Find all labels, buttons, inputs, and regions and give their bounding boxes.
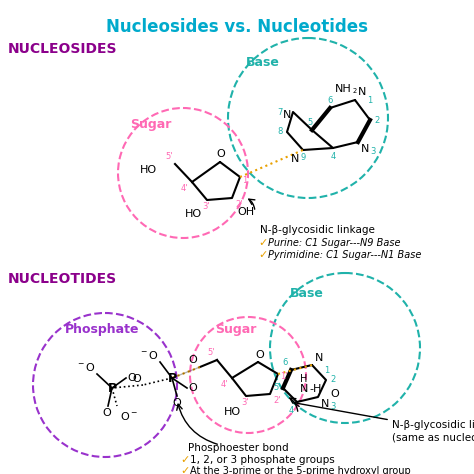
Text: 2: 2	[374, 116, 379, 125]
Text: (same as nucleosides): (same as nucleosides)	[392, 432, 474, 442]
Text: 9: 9	[301, 153, 306, 162]
Text: 7: 7	[278, 108, 283, 117]
Text: 1': 1'	[280, 372, 288, 381]
Text: $^-$O: $^-$O	[76, 361, 96, 373]
Text: -H: -H	[309, 384, 321, 394]
Text: N: N	[361, 144, 369, 154]
Text: O: O	[103, 408, 111, 418]
Text: Purine: C1 Sugar---N9 Base: Purine: C1 Sugar---N9 Base	[268, 238, 401, 248]
Text: N: N	[358, 87, 366, 97]
Text: O: O	[330, 389, 339, 399]
Text: 1': 1'	[242, 176, 249, 185]
Text: O: O	[173, 398, 182, 408]
Text: Nucleosides vs. Nucleotides: Nucleosides vs. Nucleotides	[106, 18, 368, 36]
Text: HO: HO	[224, 407, 241, 417]
Text: 4: 4	[330, 152, 336, 161]
Text: HO: HO	[140, 165, 157, 175]
Text: N-β-glycosidic linkage: N-β-glycosidic linkage	[392, 420, 474, 430]
Text: HO: HO	[185, 209, 202, 219]
Text: ✓: ✓	[180, 455, 190, 465]
Text: ✓: ✓	[180, 466, 190, 474]
Text: 2': 2'	[235, 200, 243, 209]
Text: NUCLEOTIDES: NUCLEOTIDES	[8, 272, 117, 286]
Text: ✓: ✓	[258, 238, 267, 248]
Text: OH: OH	[237, 207, 254, 217]
Text: 5: 5	[274, 383, 279, 392]
Text: 5': 5'	[165, 152, 173, 161]
Text: O: O	[217, 149, 225, 159]
Text: 4': 4'	[181, 184, 188, 193]
Text: N: N	[283, 110, 291, 120]
Text: Phosphoester bond: Phosphoester bond	[188, 443, 289, 453]
Text: N: N	[300, 384, 309, 394]
Text: N: N	[291, 154, 299, 164]
Text: NH: NH	[335, 84, 352, 94]
Text: H: H	[301, 374, 308, 384]
Text: 3: 3	[330, 402, 336, 411]
Text: 6: 6	[328, 96, 333, 105]
Text: Sugar: Sugar	[130, 118, 172, 131]
Text: N-β-glycosidic linkage: N-β-glycosidic linkage	[260, 225, 375, 235]
Text: 3': 3'	[241, 398, 249, 407]
Text: P: P	[167, 372, 176, 384]
Text: O: O	[132, 374, 141, 384]
Text: 1: 1	[367, 96, 372, 105]
Text: 1: 1	[324, 366, 329, 375]
Text: Phosphate: Phosphate	[65, 323, 139, 336]
Text: Pyrimidine: C1 Sugar---N1 Base: Pyrimidine: C1 Sugar---N1 Base	[268, 250, 421, 260]
Text: 5': 5'	[208, 348, 215, 357]
Text: O: O	[255, 350, 264, 360]
Text: 3: 3	[370, 147, 375, 156]
Text: $^-$O: $^-$O	[139, 349, 159, 361]
Text: Base: Base	[246, 56, 280, 69]
Text: O: O	[127, 373, 136, 383]
Text: ✓: ✓	[258, 250, 267, 260]
Text: 5: 5	[307, 118, 313, 127]
Text: N: N	[315, 353, 323, 363]
Text: 8: 8	[278, 128, 283, 137]
Text: Sugar: Sugar	[215, 323, 256, 336]
Text: 6: 6	[283, 358, 288, 367]
Text: $_2$: $_2$	[352, 86, 358, 96]
Text: 2': 2'	[273, 396, 281, 405]
Text: 4': 4'	[220, 380, 228, 389]
Text: 1, 2, or 3 phosphate groups: 1, 2, or 3 phosphate groups	[190, 455, 335, 465]
Text: Base: Base	[290, 287, 324, 300]
Text: N: N	[321, 399, 329, 409]
Text: O: O	[188, 355, 197, 365]
Text: NUCLEOSIDES: NUCLEOSIDES	[8, 42, 118, 56]
Text: O$^-$: O$^-$	[120, 410, 138, 422]
Text: 3': 3'	[202, 202, 210, 211]
Text: O: O	[188, 383, 197, 393]
Text: At the 3-prime or the 5-prime hydroxyl group: At the 3-prime or the 5-prime hydroxyl g…	[190, 466, 411, 474]
Text: 2: 2	[330, 375, 335, 384]
Text: P: P	[108, 382, 117, 394]
Text: 4: 4	[289, 406, 294, 415]
